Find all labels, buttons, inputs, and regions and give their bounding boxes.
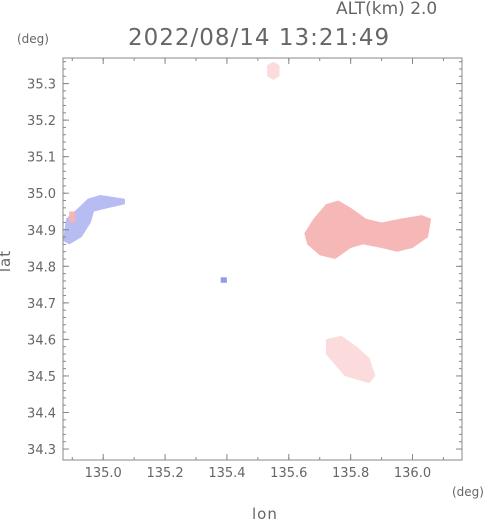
y-tick-label: 34.4 (27, 406, 56, 421)
x-unit-label: (deg) (452, 485, 484, 499)
y-tick-label: 35.3 (27, 78, 56, 93)
y-tick-label: 34.7 (27, 297, 56, 312)
heatmap-region-2 (325, 335, 376, 384)
plot-frame (62, 57, 463, 461)
x-tick-label: 135.8 (332, 466, 369, 481)
y-tick-label: 35.0 (27, 187, 56, 202)
y-tick-label: 34.3 (27, 443, 56, 458)
y-tick-label: 34.9 (27, 224, 56, 239)
x-tick-label: 136.0 (394, 466, 431, 481)
x-tick-label: 135.4 (208, 466, 245, 481)
y-tick-label: 34.5 (27, 370, 56, 385)
x-tick-label: 135.6 (270, 466, 307, 481)
x-tick-label: 135.0 (85, 466, 122, 481)
x-tick-label: 135.2 (146, 466, 183, 481)
x-axis-label: lon (252, 505, 278, 523)
timestamp-title: 2022/08/14 13:21:49 (128, 25, 391, 51)
y-tick-label: 34.6 (27, 333, 56, 348)
y-tick-label: 35.1 (27, 151, 56, 166)
altitude-label: ALT(km) 2.0 (336, 0, 438, 19)
y-tick-label: 34.8 (27, 260, 56, 275)
y-tick-label: 35.2 (27, 114, 56, 129)
heatmap-region-4 (69, 211, 76, 223)
heatmap-region-5 (220, 277, 227, 283)
y-unit-label: (deg) (17, 32, 49, 46)
heatmap-region-1 (304, 200, 432, 259)
heatmap-region-3 (267, 61, 280, 80)
heatmap-region-0 (63, 195, 125, 245)
